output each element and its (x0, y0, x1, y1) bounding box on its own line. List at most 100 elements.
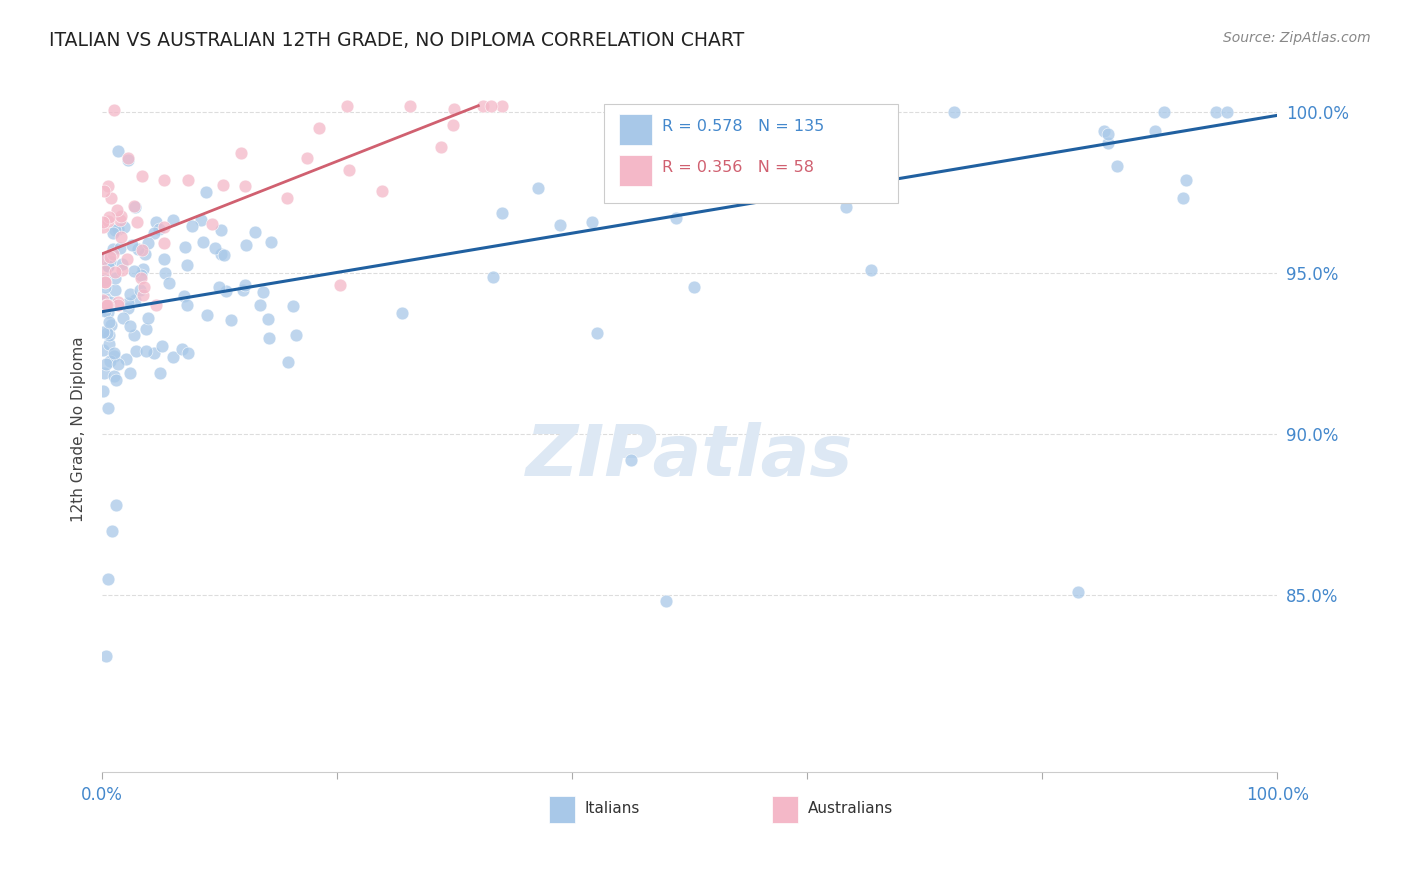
Point (527, 181, 550, 195)
Point (471, 98, 494, 112)
Point (550, 218, 572, 232)
Point (103, 369, 125, 384)
FancyBboxPatch shape (619, 114, 652, 145)
Point (100, 318, 122, 333)
Point (231, 146, 253, 161)
Point (136, 310, 159, 325)
Point (176, 258, 198, 272)
Point (131, 244, 153, 258)
Point (124, 198, 146, 212)
Text: ZIPatlas: ZIPatlas (526, 422, 853, 491)
Point (153, 252, 176, 266)
Point (219, 313, 242, 327)
Point (143, 346, 166, 360)
Point (162, 351, 184, 365)
Point (655, 594, 678, 608)
Point (111, 257, 134, 271)
Point (93, 251, 115, 265)
Point (153, 267, 176, 281)
Point (104, 271, 127, 285)
Point (249, 298, 271, 312)
Point (96, 298, 118, 312)
Point (110, 210, 132, 224)
Point (1205, 105, 1227, 120)
Y-axis label: 12th Grade, No Diploma: 12th Grade, No Diploma (72, 336, 86, 522)
Point (329, 278, 352, 293)
Point (115, 351, 138, 366)
Point (107, 298, 129, 312)
Point (371, 184, 394, 198)
Point (93, 384, 115, 398)
Point (98, 315, 121, 329)
Point (93, 343, 115, 357)
Point (162, 212, 184, 227)
Point (235, 277, 257, 292)
Point (1143, 124, 1166, 138)
Point (190, 212, 212, 227)
Point (586, 326, 609, 340)
Point (124, 200, 146, 214)
Point (391, 306, 413, 320)
Point (101, 243, 124, 257)
Point (120, 286, 142, 301)
Point (443, 103, 465, 117)
Point (111, 263, 134, 277)
Point (93, 264, 115, 278)
Point (177, 346, 200, 360)
Point (115, 252, 138, 266)
Point (93, 294, 115, 309)
Point (295, 151, 318, 165)
Point (1171, 191, 1194, 205)
Point (98, 327, 121, 342)
Point (215, 284, 238, 298)
Point (124, 344, 146, 359)
Point (336, 98, 359, 112)
Point (129, 268, 152, 282)
Point (173, 288, 195, 302)
Point (256, 312, 278, 326)
Point (129, 284, 152, 298)
Point (201, 217, 224, 231)
Point (97, 298, 120, 312)
Point (124, 263, 146, 277)
Point (107, 203, 129, 218)
FancyBboxPatch shape (605, 103, 898, 202)
Point (94, 298, 117, 312)
Point (132, 261, 155, 276)
Point (100, 524, 122, 538)
Point (173, 240, 195, 254)
Point (107, 357, 129, 371)
Point (761, 172, 783, 186)
Point (204, 241, 226, 255)
Point (127, 242, 149, 256)
Point (153, 235, 176, 250)
Point (120, 318, 142, 333)
Point (399, 98, 422, 112)
Point (209, 223, 232, 237)
Point (143, 226, 166, 240)
Point (94, 291, 117, 305)
FancyBboxPatch shape (772, 796, 799, 823)
Point (195, 309, 218, 323)
Point (752, 105, 775, 120)
Point (117, 151, 139, 165)
Point (136, 236, 159, 251)
Point (191, 235, 214, 250)
Point (212, 248, 235, 262)
Point (107, 222, 129, 236)
Point (482, 270, 505, 285)
FancyBboxPatch shape (619, 155, 652, 186)
Point (98, 354, 121, 368)
Point (665, 211, 688, 225)
Point (1097, 136, 1119, 150)
Point (441, 118, 464, 132)
Point (108, 241, 131, 255)
Point (93, 252, 115, 266)
Point (104, 265, 127, 279)
Point (94, 357, 117, 371)
Point (121, 238, 143, 252)
Point (135, 322, 157, 336)
Point (149, 366, 172, 380)
FancyBboxPatch shape (548, 796, 575, 823)
Point (93, 325, 115, 339)
